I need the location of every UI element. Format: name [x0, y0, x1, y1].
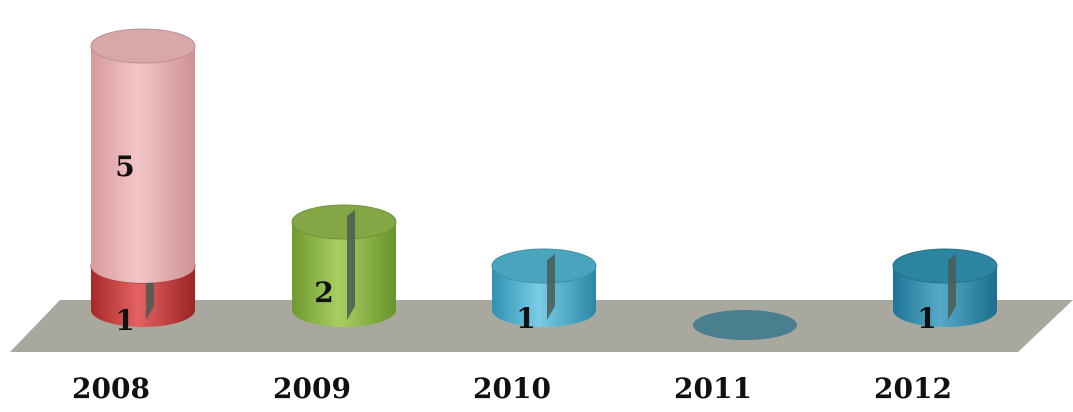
- data-label-1: 5: [115, 150, 134, 183]
- x-tick-label-2008: 2008: [72, 372, 150, 405]
- bar-2011-empty: [693, 310, 797, 340]
- data-label-2: 2: [314, 276, 333, 309]
- bar-2010-seg-3: [491, 248, 597, 327]
- bar-2009-seg-2: [291, 204, 397, 327]
- bar-2012-seg-5: [892, 248, 998, 327]
- bar-2010-slice: [547, 254, 555, 320]
- x-tick-label-2010: 2010: [473, 372, 551, 405]
- bar-2012-slice: [948, 254, 956, 320]
- data-label-4: 1: [917, 302, 936, 335]
- data-label-0: 1: [115, 304, 134, 337]
- x-tick-label-2012: 2012: [874, 372, 952, 405]
- x-tick-label-2011: 2011: [674, 372, 752, 405]
- bar-2009-slice: [347, 210, 355, 320]
- x-tick-label-2009: 2009: [273, 372, 351, 405]
- bar-2008-seg-1: [90, 28, 196, 283]
- data-label-3: 1: [516, 302, 535, 335]
